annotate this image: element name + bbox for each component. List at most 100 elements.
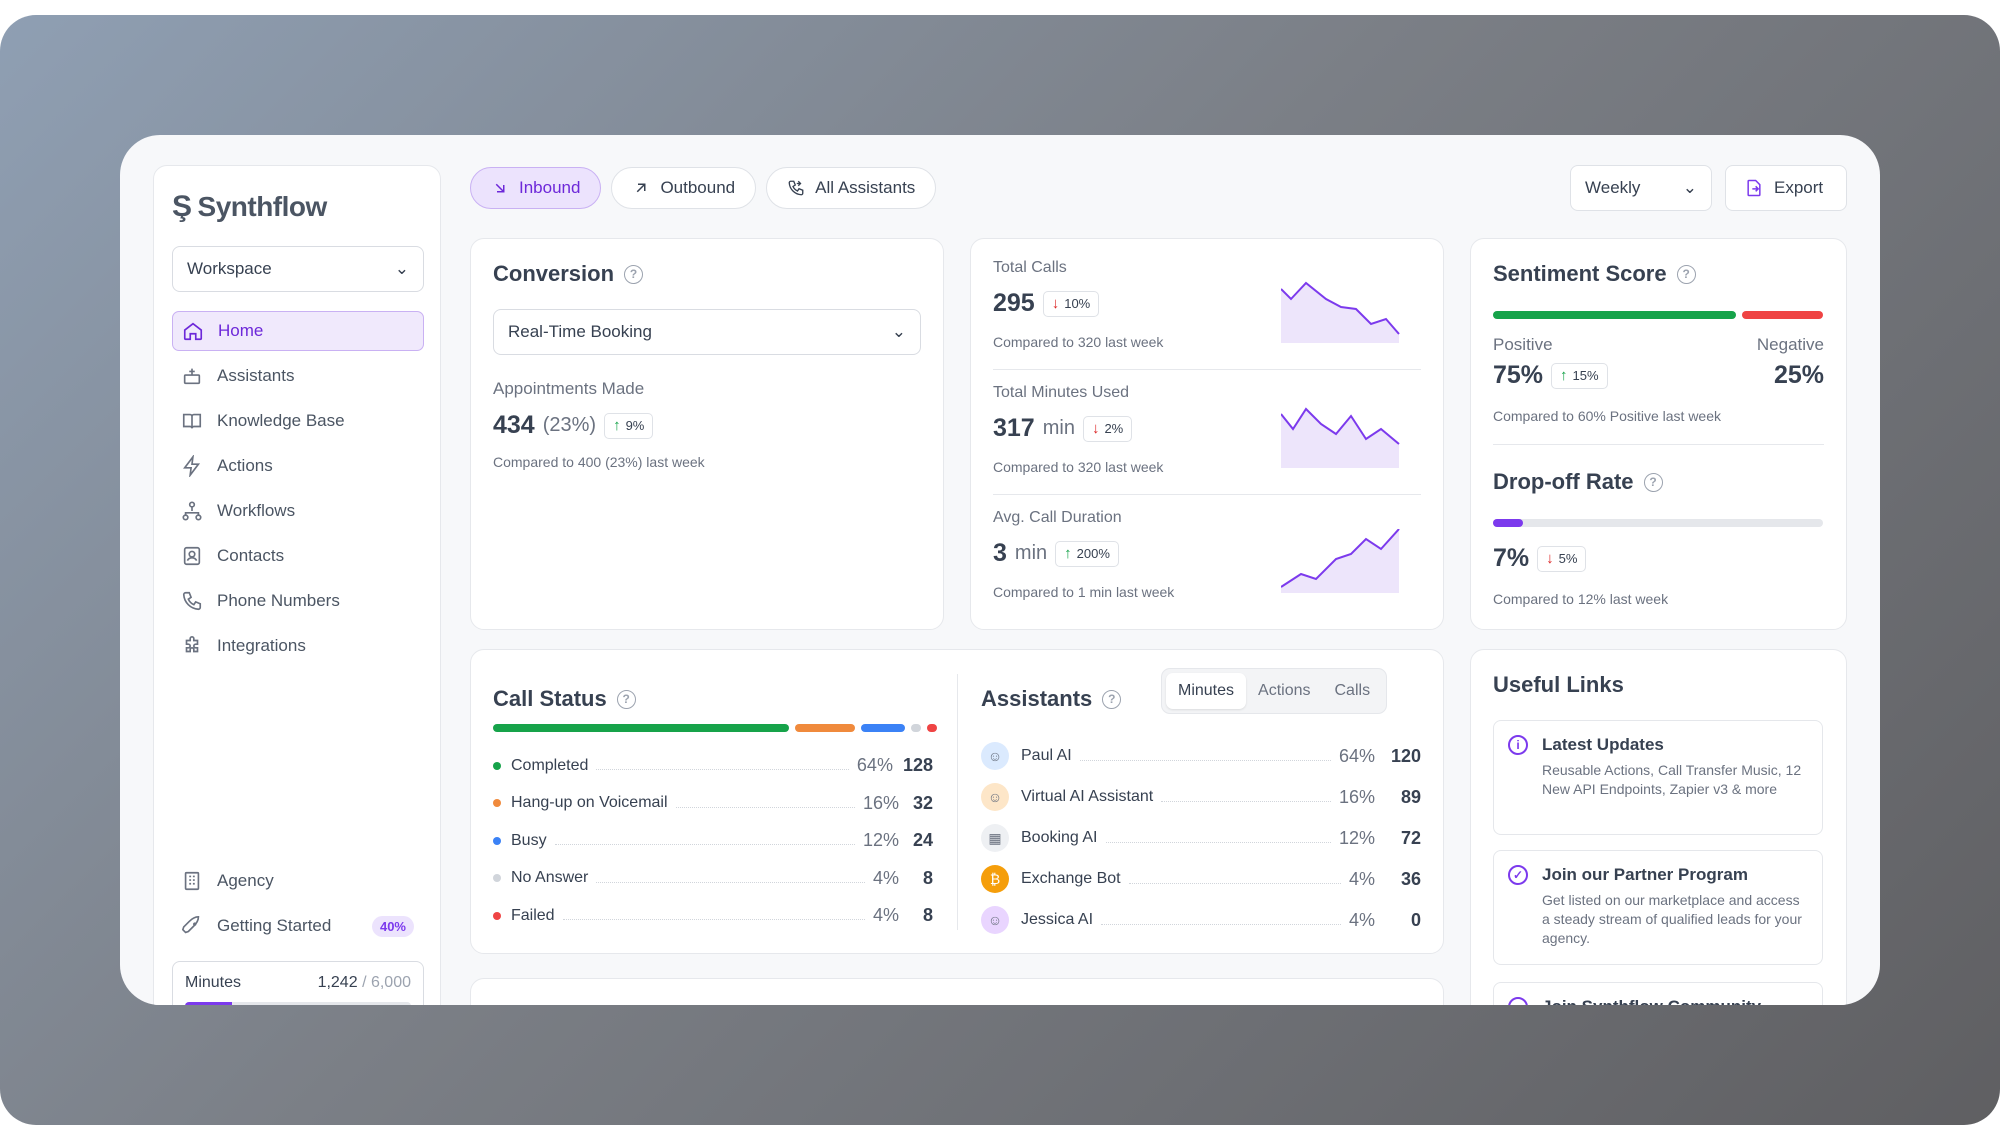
help-icon[interactable]: ? [624,264,644,284]
divider [957,674,958,930]
delta-badge: ↑ 9% [604,412,654,439]
leader-line [1101,923,1341,925]
rocket-icon [181,916,200,934]
help-icon[interactable]: ? [1676,264,1696,284]
sidebar-item-label: Getting Started [217,916,332,935]
bolt-icon [183,455,201,477]
info-icon: i [1508,735,1528,755]
conversion-card: Conversion? Real-Time Booking ⌄ Appointm… [470,238,944,630]
assistant-count: 89 [1400,786,1421,807]
sidebar-item-label: Knowledge Base [217,411,345,430]
stat-value: 317 min ↓ 2% [993,414,1133,443]
sidebar-item-label: Contacts [217,546,285,565]
brand-name: Synthflow [197,191,328,222]
useful-links-title: Useful Links [1493,672,1624,697]
assistant-name: Booking AI [1021,829,1098,846]
assistant-row[interactable]: ▦ Booking AI 12% 72 [981,824,1421,852]
sidebar-item-getting-started[interactable]: Getting Started 40% [172,906,424,946]
tab-outbound[interactable]: Outbound [611,167,757,209]
leader-line [554,844,855,845]
period-select[interactable]: Weekly ⌄ [1570,165,1712,211]
conversion-select[interactable]: Real-Time Booking ⌄ [493,309,921,355]
stat-number: 295 [993,289,1035,317]
phone-icon [182,591,202,611]
status-segment [493,724,789,732]
delta-badge: ↑ 200% [1055,540,1119,567]
leader-line [596,769,849,770]
sidebar-item-integrations[interactable]: Integrations [172,626,424,666]
sidebar-item-home[interactable]: Home [172,311,424,351]
status-segment [795,724,855,732]
arrow-down-icon: ↓ [1091,420,1100,437]
minutes-progress-bar [185,1002,411,1005]
conversion-title: Conversion? [493,261,644,287]
sparkline-area [1281,283,1399,343]
status-pct: 4% [872,905,899,925]
status-row: No Answer 4% 8 [493,868,933,889]
divider [1493,444,1824,445]
assistant-row[interactable]: ☺ Jessica AI 4% 0 [981,906,1421,934]
assistant-name: Jessica AI [1021,911,1094,928]
sidebar-item-label: Agency [217,871,274,890]
sidebar-item-assistants[interactable]: Assistants [172,356,424,396]
compare-text: Compared to 1 min last week [993,584,1175,600]
link-latest-updates[interactable]: i Latest Updates Reusable Actions, Call … [1493,720,1823,835]
brand-logo[interactable]: Ş Synthflow [172,190,327,224]
link-community[interactable]: • Join Synthflow Community [1493,982,1823,1005]
sidebar-item-workflows[interactable]: Workflows [172,491,424,531]
tab-actions[interactable]: Actions [1258,682,1311,699]
status-dot [493,799,501,807]
sidebar-item-label: Integrations [217,636,306,655]
tab-minutes[interactable]: Minutes [1166,673,1247,709]
status-label: Failed [511,906,555,924]
status-label: Busy [511,831,547,849]
link-partner-program[interactable]: ✓ Join our Partner Program Get listed on… [1493,850,1823,965]
tab-calls[interactable]: Calls [1334,682,1371,699]
delta-badge: ↓ 5% [1537,545,1587,572]
sparkline-chart [1281,407,1400,468]
dropoff-pct: 7% [1493,544,1530,572]
help-icon[interactable]: ? [1102,689,1122,709]
status-pct: 64% [856,755,893,775]
help-icon[interactable]: ? [616,689,636,709]
status-label: No Answer [511,869,589,886]
sidebar-item-agency[interactable]: Agency [172,861,424,901]
bitcoin-icon: ₿ [981,865,1009,893]
export-label: Export [1774,178,1824,197]
calendar-icon: ▦ [981,824,1009,852]
stat-label: Total Calls [993,259,1067,276]
stat-label: Avg. Call Duration [993,509,1122,526]
metric-label: Appointments Made [493,379,645,398]
divider [993,494,1421,495]
assistant-icon [183,368,201,385]
sidebar-item-actions[interactable]: Actions [172,446,424,486]
help-icon[interactable]: ? [1643,472,1663,492]
sparkline-chart [1281,529,1400,593]
chevron-down-icon: ⌄ [1682,178,1697,197]
tab-inbound[interactable]: Inbound [470,167,602,209]
leader-line [1105,841,1331,843]
export-button[interactable]: Export [1725,165,1847,211]
status-count: 8 [922,905,933,925]
compare-text: Compared to 60% Positive last week [1493,408,1721,424]
assistant-row[interactable]: ₿ Exchange Bot 4% 36 [981,865,1421,893]
status-dot [493,761,501,770]
assistant-name: Exchange Bot [1021,870,1121,887]
sidebar-item-knowledge-base[interactable]: Knowledge Base [172,401,424,441]
workspace-select[interactable]: Workspace ⌄ [172,246,424,292]
positive-value: 75% ↑ 15% [1493,361,1608,390]
leader-line [562,919,865,920]
sentiment-title-text: Sentiment Score [1493,261,1667,286]
assistant-row[interactable]: ☺ Paul AI 64% 120 [981,742,1421,770]
tab-all-assistants[interactable]: All Assistants [766,167,937,209]
sidebar-item-contacts[interactable]: Contacts [172,536,424,576]
avatar-icon: ☺ [981,783,1009,811]
link-desc: Reusable Actions, Call Transfer Music, 1… [1542,762,1802,797]
negative-value: 25% [1773,361,1824,389]
assistant-pct: 4% [1348,868,1375,889]
status-label: Hang-up on Voicemail [511,794,668,811]
sidebar-item-phone-numbers[interactable]: Phone Numbers [172,581,424,621]
assistant-row[interactable]: ☺ Virtual AI Assistant 16% 89 [981,783,1421,811]
stat-unit: min [1014,542,1048,564]
assistant-pct: 4% [1348,909,1375,930]
